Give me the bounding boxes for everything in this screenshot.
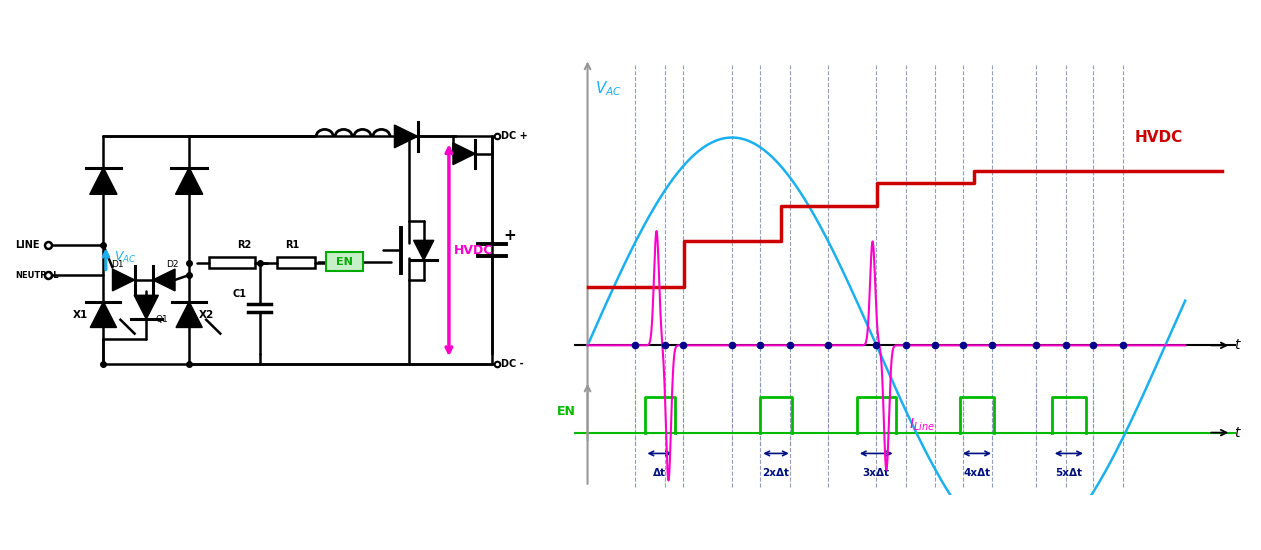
Text: $I_{Line}$: $I_{Line}$: [909, 416, 936, 432]
Polygon shape: [453, 143, 475, 164]
Text: C1: C1: [232, 289, 246, 299]
Text: X1: X1: [73, 310, 88, 320]
Bar: [209, 257, 255, 268]
Polygon shape: [395, 125, 417, 148]
Text: 4xΔt: 4xΔt: [963, 468, 990, 478]
Text: t: t: [1235, 426, 1240, 439]
Text: D2: D2: [166, 260, 179, 268]
Text: D1: D1: [111, 260, 124, 268]
Polygon shape: [177, 302, 202, 327]
Polygon shape: [112, 269, 135, 291]
Polygon shape: [153, 269, 175, 291]
Text: NEUTRAL: NEUTRAL: [15, 271, 58, 279]
Text: 5xΔt: 5xΔt: [1055, 468, 1082, 478]
Bar: [277, 257, 315, 268]
Polygon shape: [134, 295, 159, 319]
Text: X2: X2: [199, 310, 214, 320]
Text: $V_{AC}$: $V_{AC}$: [595, 79, 622, 98]
Text: R1: R1: [285, 240, 299, 250]
Text: t: t: [1235, 338, 1240, 353]
Bar: [327, 252, 363, 271]
Polygon shape: [414, 240, 434, 260]
Text: LINE: LINE: [15, 240, 39, 250]
Text: HVDC: HVDC: [1135, 130, 1183, 145]
Text: 2xΔt: 2xΔt: [763, 468, 789, 478]
Text: DC +: DC +: [501, 131, 527, 141]
Polygon shape: [175, 168, 203, 194]
Polygon shape: [90, 168, 117, 194]
Polygon shape: [91, 302, 116, 327]
Text: EN: EN: [556, 405, 575, 419]
Text: DC -: DC -: [501, 359, 523, 369]
Text: +: +: [503, 228, 516, 243]
Text: EN: EN: [337, 257, 353, 267]
Text: Δt: Δt: [653, 468, 666, 478]
Text: $V_{AC}$: $V_{AC}$: [115, 250, 137, 265]
Text: HVDC: HVDC: [454, 244, 493, 257]
Text: Q1: Q1: [155, 315, 168, 324]
Text: R2: R2: [237, 240, 251, 250]
Text: 3xΔt: 3xΔt: [863, 468, 890, 478]
